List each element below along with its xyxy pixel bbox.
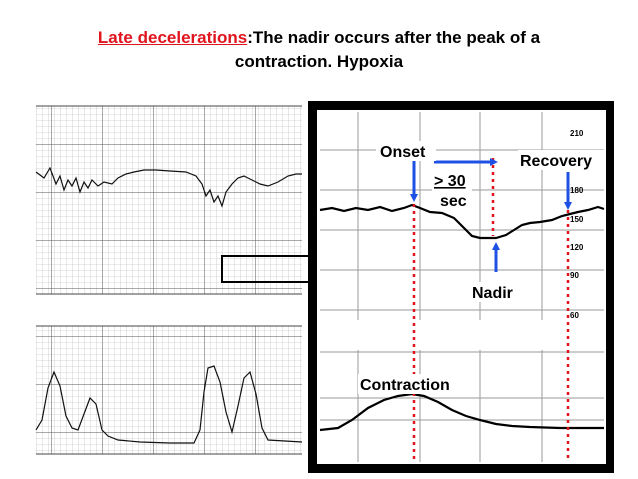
title-line-1: Late decelerations:The nadir occurs afte… xyxy=(0,26,638,50)
zoom-contraction-trace xyxy=(319,392,604,432)
interval-label-line2: sec xyxy=(440,193,467,210)
nadir-label: Nadir xyxy=(472,285,513,302)
slide-title: Late decelerations:The nadir occurs afte… xyxy=(0,26,638,74)
svg-text:180: 180 xyxy=(570,186,584,195)
title-rest: :The nadir occurs after the peak of a xyxy=(247,28,541,47)
uterine-activity-grid xyxy=(36,325,302,455)
heart-rate-trace xyxy=(35,166,302,208)
heart-rate-grid xyxy=(36,105,302,295)
svg-text:90: 90 xyxy=(570,271,579,280)
recovery-label: Recovery xyxy=(520,153,592,170)
svg-text:120: 120 xyxy=(570,243,584,252)
uterine-activity-trace xyxy=(35,365,303,444)
scale-labels: 210 180 150 120 90 60 xyxy=(570,129,584,320)
chart-gap xyxy=(318,320,605,350)
zoom-heart-rate-trace xyxy=(319,203,605,240)
title-line-2: contraction. Hypoxia xyxy=(234,52,404,71)
interval-label-line1: > 30 xyxy=(434,173,466,190)
svg-text:60: 60 xyxy=(570,311,579,320)
reference-dotted-lines xyxy=(412,158,570,462)
annotation-arrows xyxy=(410,158,572,272)
contraction-label: Contraction xyxy=(360,377,450,394)
svg-text:210: 210 xyxy=(570,129,584,138)
svg-text:150: 150 xyxy=(570,215,584,224)
onset-label: Onset xyxy=(380,144,426,161)
title-term: Late decelerations xyxy=(97,28,248,47)
zoom-labels: Onset > 30 sec Recovery Nadir Contractio… xyxy=(358,141,605,394)
zoom-grid xyxy=(320,112,604,462)
